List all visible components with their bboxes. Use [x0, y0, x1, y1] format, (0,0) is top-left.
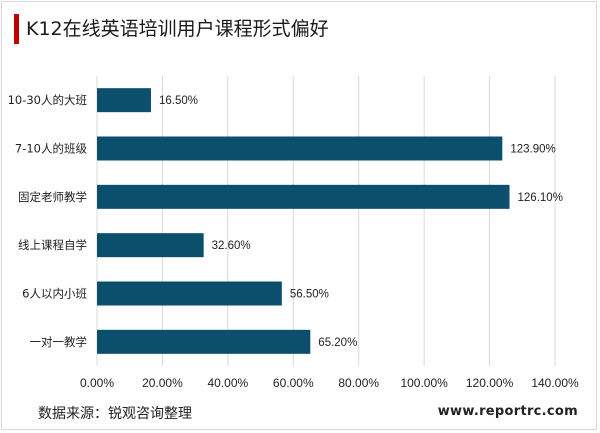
bar [97, 233, 204, 258]
chart-title: K12在线英语培训用户课程形式偏好 [26, 18, 329, 40]
value-label: 123.90% [510, 144, 555, 156]
value-label: 56.50% [290, 289, 329, 301]
bar [97, 184, 510, 209]
category-label: 一对一教学 [30, 335, 88, 349]
bar [97, 88, 151, 113]
x-tick-label: 40.00% [208, 376, 249, 390]
x-tick-label: 20.00% [142, 376, 183, 390]
x-tick-label: 140.00% [531, 376, 579, 390]
website-link[interactable]: www.reportrc.com [437, 404, 578, 419]
bar [97, 329, 311, 354]
x-tick-label: 0.00% [80, 376, 114, 390]
category-label: 6人以内小班 [22, 287, 87, 301]
x-tick-label: 60.00% [273, 376, 314, 390]
category-label: 7-10人的班级 [15, 142, 88, 156]
value-label: 65.20% [318, 337, 357, 349]
category-label: 线上课程自学 [18, 238, 87, 252]
category-label: 10-30人的大班 [8, 93, 88, 107]
value-label: 126.10% [518, 192, 563, 204]
bar [97, 281, 282, 306]
title-accent-bar [14, 14, 19, 44]
value-label: 16.50% [159, 95, 198, 107]
category-label: 固定老师教学 [18, 190, 87, 204]
value-label: 32.60% [212, 240, 251, 252]
x-tick-label: 100.00% [400, 376, 448, 390]
bar [97, 136, 503, 161]
x-tick-label: 120.00% [466, 376, 514, 390]
data-source: 数据来源：锐观咨询整理 [38, 406, 192, 422]
x-tick-label: 80.00% [338, 376, 379, 390]
